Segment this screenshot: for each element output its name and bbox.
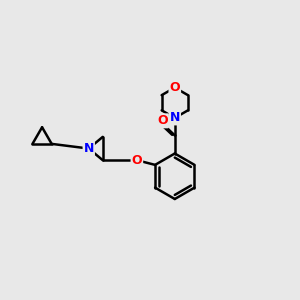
Text: N: N	[84, 142, 94, 155]
Text: O: O	[132, 154, 142, 167]
Text: N: N	[169, 111, 180, 124]
Text: O: O	[157, 114, 168, 127]
Text: O: O	[169, 81, 180, 94]
